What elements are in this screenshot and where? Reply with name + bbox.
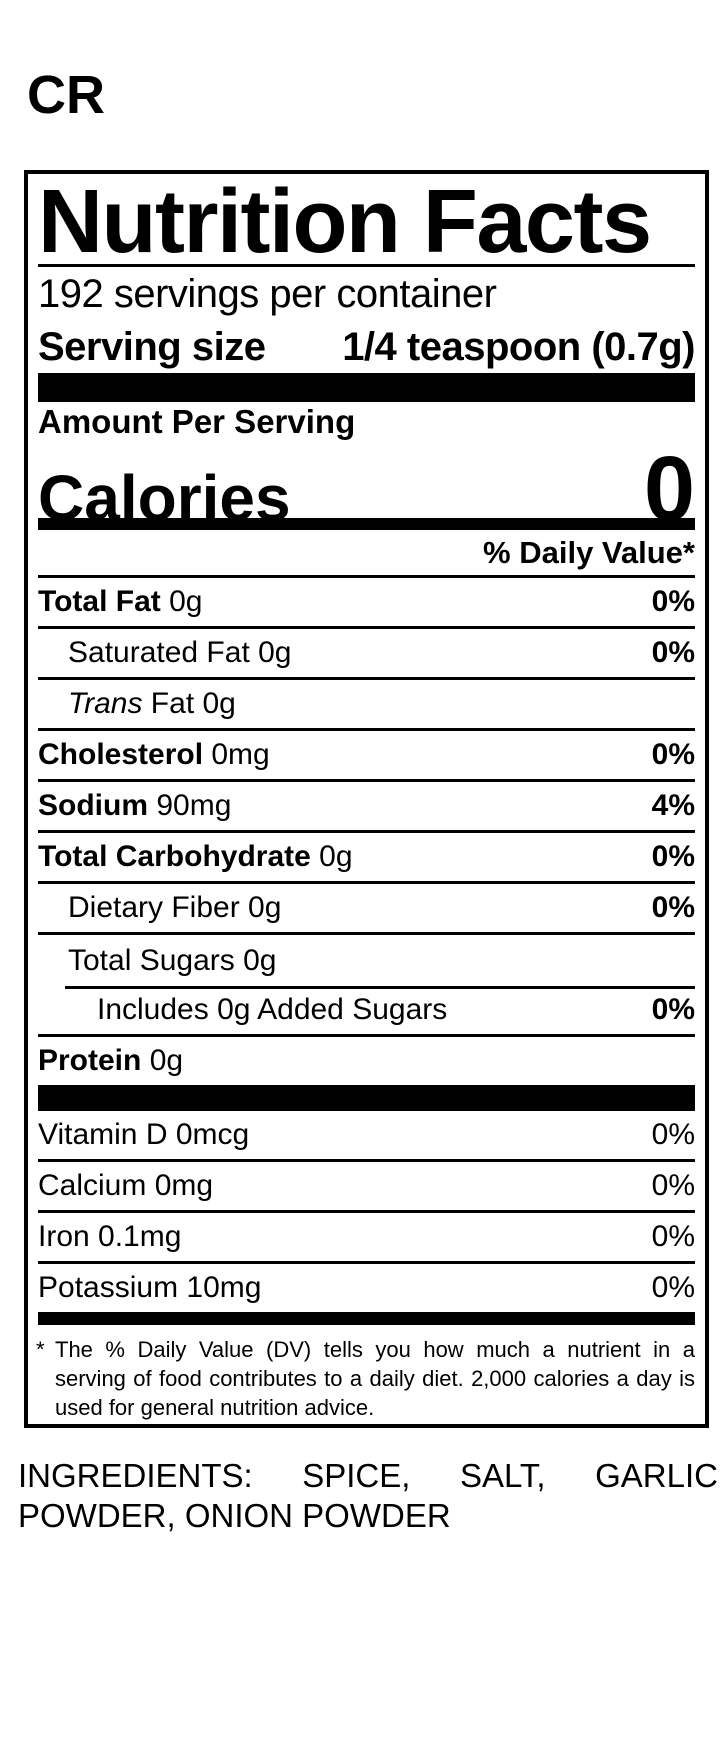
nutrient-row: Protein 0g: [38, 1037, 695, 1085]
nutrition-facts-label: Nutrition Facts 192 servings per contain…: [24, 170, 709, 1428]
daily-value-percent: 0%: [651, 636, 695, 669]
daily-value-percent: 4%: [651, 789, 695, 822]
nutrient-row: Sodium 90mg 4%: [38, 782, 695, 833]
daily-value-percent: 0%: [651, 738, 695, 771]
nutrient-name-amount: Potassium 10mg: [38, 1271, 262, 1304]
calories-row: Calories 0: [38, 443, 695, 535]
daily-value-percent: 0%: [651, 1271, 695, 1304]
nutrient-row: Saturated Fat 0g 0%: [38, 629, 695, 680]
daily-value-percent: 0%: [651, 1169, 695, 1202]
product-code: CR: [27, 65, 105, 125]
ingredients-statement: INGREDIENTS: SPICE, SALT, GARLIC POWDER,…: [18, 1457, 718, 1534]
amount-per-serving-heading: Amount Per Serving: [38, 403, 356, 440]
nutrient-name-amount: Protein 0g: [38, 1044, 184, 1077]
vitamin-rows: Vitamin D 0mcg 0% Calcium 0mg 0% Iron 0.1mg 0…: [38, 1111, 695, 1312]
nutrient-row: Dietary Fiber 0g 0%: [38, 884, 695, 935]
daily-value-percent: 0%: [651, 1220, 695, 1253]
nutrient-name-amount: Sodium 90mg: [38, 789, 232, 822]
vitamin-row: Potassium 10mg 0%: [38, 1264, 695, 1312]
nutrient-rows: Total Fat 0g 0% Saturated Fat 0g 0% Trans Fa…: [38, 578, 695, 1085]
vitamin-row: Vitamin D 0mcg 0%: [38, 1111, 695, 1162]
nutrient-row: Total Carbohydrate 0g 0%: [38, 833, 695, 884]
footnote-asterisk: *: [36, 1337, 45, 1362]
vitamin-row: Calcium 0mg 0%: [38, 1162, 695, 1213]
daily-value-percent: 0%: [651, 993, 695, 1026]
calories-value: 0: [643, 438, 695, 540]
divider-thick-top: [38, 373, 695, 402]
vitamin-row: Iron 0.1mg 0%: [38, 1213, 695, 1264]
indented-rule: [65, 986, 695, 989]
serving-size-label: Serving size: [38, 324, 266, 369]
nutrient-name-amount: Includes 0g Added Sugars: [97, 993, 448, 1026]
nutrient-row: Total Fat 0g 0%: [38, 578, 695, 629]
daily-value-percent: 0%: [651, 891, 695, 924]
label-title: Nutrition Facts: [38, 174, 695, 270]
nutrient-name-amount: Trans Fat 0g: [68, 687, 236, 720]
divider-thick-vitamins: [38, 1085, 695, 1111]
serving-size-row: Serving size 1/4 teaspoon (0.7g): [38, 321, 695, 373]
nutrient-name-amount: Vitamin D 0mcg: [38, 1118, 250, 1151]
nutrient-name-amount: Saturated Fat 0g: [68, 636, 292, 669]
nutrient-name-amount: Cholesterol 0mg: [38, 738, 270, 771]
servings-per-container: 192 servings per container: [38, 271, 497, 316]
divider-medium-footnote: [38, 1312, 695, 1325]
nutrient-row: Includes 0g Added Sugars 0%: [38, 986, 695, 1037]
nutrient-row: Total Sugars 0g: [38, 935, 695, 989]
nutrient-name-amount: Total Sugars 0g: [68, 943, 277, 977]
nutrient-name-amount: Iron 0.1mg: [38, 1220, 182, 1253]
nutrient-name-amount: Total Fat 0g: [38, 585, 203, 618]
daily-value-header: % Daily Value*: [38, 530, 695, 578]
daily-value-percent: 0%: [651, 1118, 695, 1151]
daily-value-percent: 0%: [651, 585, 695, 618]
nutrient-name-amount: Dietary Fiber 0g: [68, 891, 282, 924]
nutrient-row: Cholesterol 0mg 0%: [38, 731, 695, 782]
footnote-text: The % Daily Value (DV) tells you how muc…: [55, 1337, 695, 1420]
nutrient-row: Trans Fat 0g: [38, 680, 695, 731]
daily-value-footnote: * The % Daily Value (DV) tells you how m…: [36, 1325, 695, 1422]
daily-value-percent: 0%: [651, 840, 695, 873]
serving-size-value: 1/4 teaspoon (0.7g): [342, 324, 695, 369]
calories-label: Calories: [38, 462, 291, 534]
divider-medium-calories: [38, 518, 695, 530]
nutrient-name-amount: Calcium 0mg: [38, 1169, 214, 1202]
nutrient-name-amount: Total Carbohydrate 0g: [38, 840, 353, 873]
